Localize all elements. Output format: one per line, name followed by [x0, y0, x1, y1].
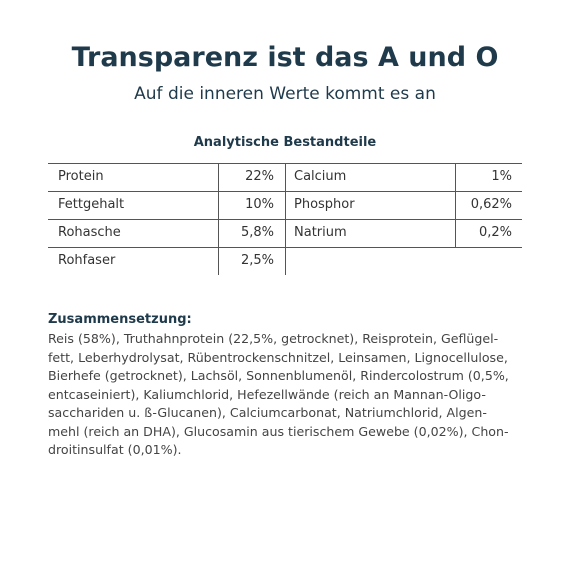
table-label: Natrium [294, 225, 347, 240]
composition-line: Bierhefe (getrocknet), Lachsöl, Sonnenbl… [48, 368, 509, 383]
title: Transparenz ist das A und O [71, 42, 499, 73]
subtitle: Auf die inneren Werte kommt es an [134, 84, 436, 104]
composition-line: mehl (reich an DHA), Glucosamin aus tier… [48, 423, 509, 439]
table-line [455, 163, 456, 247]
table-line [285, 163, 286, 275]
table-label: Calcium [294, 169, 347, 184]
table-value: 1% [491, 169, 512, 184]
table-label: Protein [58, 169, 104, 184]
table-label: Fettgehalt [58, 197, 125, 212]
composition-heading: Zusammensetzung: [48, 312, 192, 327]
table-label: Phosphor [294, 197, 355, 212]
composition-line: droitinsulfat (0,01%). [48, 442, 182, 457]
table-value: 0,62% [470, 197, 512, 212]
table-label: Rohfaser [58, 253, 116, 268]
table-caption: Analytische Bestandteile [193, 135, 377, 150]
table-label: Rohasche [58, 225, 121, 240]
table-line [218, 163, 219, 275]
table-value: 2,5% [240, 253, 274, 268]
table-value: 10% [245, 197, 274, 212]
composition-line: sacchariden u. ß-Glucanen), Calciumcarbo… [48, 405, 487, 420]
table-value: 5,8% [240, 225, 274, 240]
composition-line: fett, Leberhydrolysat, Rübentrockenschni… [48, 349, 508, 365]
composition-line: Reis (58%), Truthahnprotein (22,5%, getr… [48, 331, 499, 346]
table-value: 0,2% [478, 225, 512, 240]
table-value: 22% [245, 169, 274, 184]
composition-line: entcaseiniert), Kaliumchlorid, Hefezellw… [48, 386, 486, 402]
